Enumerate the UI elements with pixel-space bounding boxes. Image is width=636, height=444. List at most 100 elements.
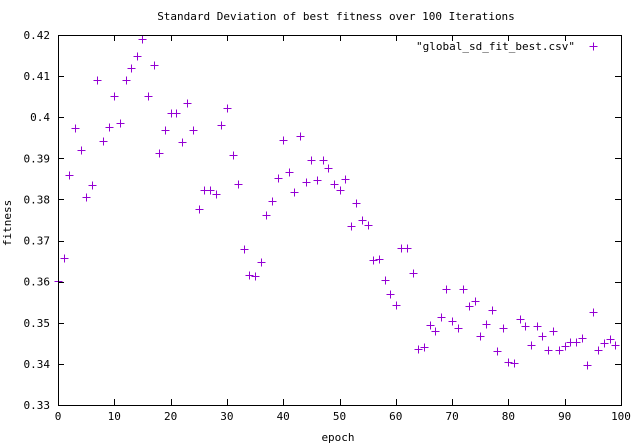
data-point — [352, 199, 361, 208]
data-point — [606, 335, 615, 344]
data-point — [493, 347, 502, 356]
data-point — [155, 149, 164, 158]
data-point — [99, 137, 108, 146]
data-point — [611, 341, 620, 350]
x-tick-label: 60 — [389, 410, 402, 423]
data-point — [336, 186, 345, 195]
data-point — [296, 132, 305, 141]
data-point — [178, 138, 187, 147]
y-tick-label: 0.35 — [24, 317, 51, 330]
data-point — [516, 315, 525, 324]
x-tick-label: 40 — [277, 410, 290, 423]
data-point — [172, 109, 181, 118]
data-point — [409, 269, 418, 278]
data-point — [594, 346, 603, 355]
x-tick-label: 30 — [220, 410, 233, 423]
data-point — [183, 99, 192, 108]
data-point — [431, 327, 440, 336]
data-point — [93, 76, 102, 85]
data-point — [386, 290, 395, 299]
x-tick-label: 80 — [502, 410, 515, 423]
data-point — [268, 197, 277, 206]
data-point — [223, 104, 232, 113]
data-point — [381, 276, 390, 285]
data-point — [150, 61, 159, 70]
data-point — [77, 146, 86, 155]
data-point — [257, 258, 266, 267]
data-point — [499, 324, 508, 333]
data-point — [392, 301, 401, 310]
data-point — [527, 341, 536, 350]
data-point — [234, 180, 243, 189]
data-point — [138, 35, 147, 44]
data-point — [274, 174, 283, 183]
data-point — [414, 345, 423, 354]
legend-marker-plus — [589, 42, 598, 51]
plot-area: 0 10 20 30 40 50 60 70 80 90 100 0.33 0.34 0.35 0.36 0.… — [24, 29, 631, 423]
data-point — [307, 156, 316, 165]
data-point — [71, 124, 80, 133]
data-point — [262, 211, 271, 220]
data-point — [369, 256, 378, 265]
data-point — [122, 76, 131, 85]
data-point — [195, 205, 204, 214]
data-point — [330, 180, 339, 189]
data-point — [217, 121, 226, 130]
data-points — [54, 35, 620, 370]
y-tick-label: 0.34 — [24, 358, 51, 371]
data-point — [127, 64, 136, 73]
y-tick-label: 0.39 — [24, 152, 51, 165]
data-point — [442, 285, 451, 294]
data-point — [212, 190, 221, 199]
data-point — [510, 359, 519, 368]
x-tick-label: 0 — [55, 410, 62, 423]
data-point — [375, 255, 384, 264]
data-point — [578, 334, 587, 343]
x-axis-label: epoch — [321, 431, 354, 444]
data-point — [476, 332, 485, 341]
y-axis-label: fitness — [1, 200, 14, 246]
data-point — [88, 181, 97, 190]
x-tick-label: 10 — [108, 410, 121, 423]
x-tick-label: 50 — [333, 410, 346, 423]
data-point — [229, 151, 238, 160]
data-point — [116, 119, 125, 128]
data-point — [600, 339, 609, 348]
data-point — [240, 245, 249, 254]
chart-title: Standard Deviation of best fitness over … — [157, 10, 515, 23]
data-point — [583, 361, 592, 370]
data-point — [189, 126, 198, 135]
data-point — [279, 136, 288, 145]
data-point — [319, 156, 328, 165]
data-point — [347, 222, 356, 231]
data-point — [358, 216, 367, 225]
data-point — [426, 321, 435, 330]
x-tick-label: 70 — [445, 410, 458, 423]
data-point — [403, 244, 412, 253]
x-tick-label: 90 — [558, 410, 571, 423]
data-point — [544, 346, 553, 355]
data-point — [302, 178, 311, 187]
data-point — [65, 171, 74, 180]
data-point — [290, 188, 299, 197]
data-point — [448, 317, 457, 326]
data-point — [549, 327, 558, 336]
x-tick-label: 20 — [164, 410, 177, 423]
plot-frame — [58, 35, 622, 406]
y-tick-label: 0.36 — [24, 276, 51, 289]
y-tick-label: 0.33 — [24, 399, 51, 412]
data-point — [364, 221, 373, 230]
data-point — [82, 193, 91, 202]
legend-label: "global_sd_fit_best.csv" — [416, 40, 575, 53]
data-point — [324, 164, 333, 173]
data-point — [459, 285, 468, 294]
y-tick-label: 0.42 — [24, 29, 51, 42]
data-point — [105, 123, 114, 132]
data-point — [133, 52, 142, 61]
data-point — [60, 254, 69, 263]
data-point — [482, 320, 491, 329]
y-tick-label: 0.38 — [24, 193, 51, 206]
data-point — [465, 302, 474, 311]
data-point — [206, 186, 215, 195]
data-point — [521, 322, 530, 331]
